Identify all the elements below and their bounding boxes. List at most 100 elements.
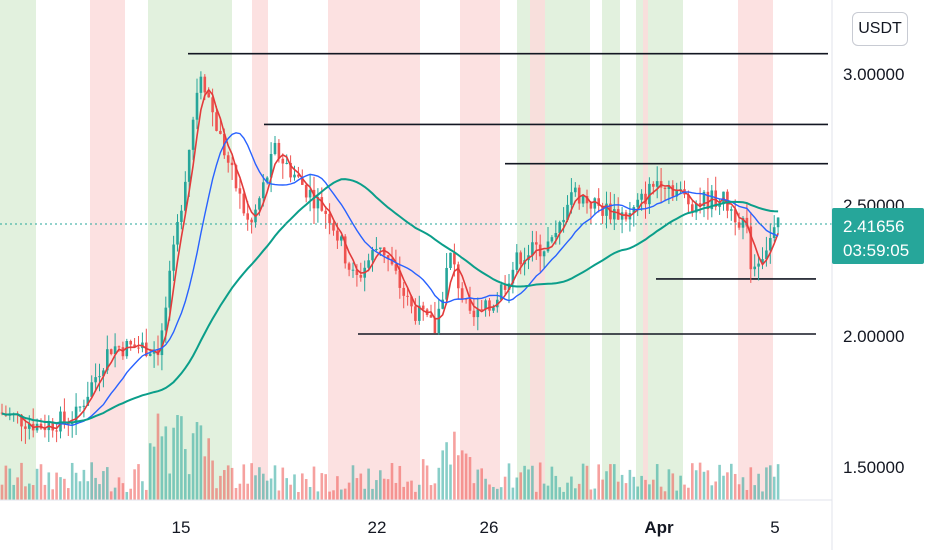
candle-body: [605, 203, 608, 216]
volume-bar: [605, 471, 608, 500]
candle-body: [86, 396, 90, 406]
ma-line-mid: [1, 132, 779, 427]
signal-zone: [602, 0, 620, 500]
volume-bar: [757, 473, 760, 500]
candle-body: [472, 310, 476, 318]
volume-bar: [765, 467, 768, 500]
volume-bar: [644, 479, 647, 500]
volume-bar: [242, 464, 246, 500]
volume-bar: [113, 487, 117, 500]
candle-body: [102, 370, 105, 377]
candle-body: [106, 349, 109, 371]
volume-bar: [312, 466, 316, 500]
candle-body: [421, 305, 425, 310]
volume-bar: [219, 475, 222, 500]
volume-bar: [199, 425, 203, 500]
price-axis[interactable]: 3.00000 2.50000 2.00000 1.50000: [843, 65, 904, 477]
volume-bar: [683, 484, 686, 500]
volume-bar: [761, 491, 764, 500]
volume-bar: [749, 467, 753, 500]
candle-body: [215, 112, 218, 131]
candle-body: [265, 177, 269, 183]
volume-bar: [663, 491, 667, 500]
candle-body: [55, 430, 58, 432]
price-badge-bg: [832, 208, 924, 264]
volume-bar: [640, 475, 643, 500]
x-tick-label: 15: [172, 518, 191, 537]
x-tick-label: 22: [368, 518, 387, 537]
candle-body: [706, 191, 710, 210]
candle-body: [776, 217, 780, 228]
volume-bar: [710, 485, 714, 500]
volume-bar: [546, 485, 550, 500]
candle-body: [234, 165, 238, 189]
candle-body: [554, 233, 558, 238]
candle-body: [195, 92, 199, 120]
volume-bar: [453, 431, 456, 500]
volume-bar: [745, 489, 749, 500]
countdown-label: 03:59:05: [843, 241, 909, 260]
volume-bar: [0, 484, 4, 500]
volume-bar: [636, 486, 639, 500]
volume-bar: [574, 488, 577, 500]
candle-body: [113, 346, 117, 355]
candle-body: [753, 266, 756, 270]
volume-bar: [503, 476, 507, 500]
candle-body: [749, 226, 753, 270]
volume-bar: [511, 487, 515, 500]
candle-body: [98, 376, 101, 378]
volume-bar: [694, 470, 698, 500]
time-axis[interactable]: 15 22 26 Apr 5: [172, 518, 780, 537]
volume-bar: [698, 462, 702, 500]
volume-bar: [238, 483, 242, 500]
candle-body: [289, 162, 292, 178]
candle-body: [109, 349, 113, 355]
volume-bar: [527, 469, 530, 500]
volume-bar: [195, 422, 199, 500]
candle-body: [184, 181, 187, 211]
volume-bar: [741, 477, 745, 500]
candle-body: [597, 198, 600, 206]
candle-body: [63, 411, 66, 422]
volume-bar: [531, 465, 534, 500]
x-tick-label: 5: [770, 518, 779, 537]
volume-bar: [488, 484, 491, 500]
volume-bar: [86, 481, 90, 500]
volume-bar: [620, 474, 624, 500]
volume-bar: [35, 468, 39, 500]
ma-line-slow: [1, 178, 779, 425]
volume-bar: [293, 474, 296, 500]
candle-body: [277, 142, 281, 159]
volume-bar: [371, 488, 374, 500]
candle-body: [632, 207, 636, 214]
volume-bar: [421, 459, 425, 500]
currency-button[interactable]: USDT: [852, 12, 908, 46]
candle-body: [148, 353, 152, 356]
volume-bar: [515, 477, 519, 500]
candle-body: [371, 250, 374, 261]
candle-body: [698, 203, 702, 206]
candle-body: [648, 183, 651, 205]
volume-bar: [507, 463, 511, 500]
volume-bar: [20, 462, 23, 500]
volume-bar: [215, 488, 218, 500]
volume-bar: [265, 480, 269, 500]
volume-bar: [480, 468, 483, 500]
candle-body: [772, 227, 776, 239]
candle-body: [367, 260, 370, 268]
candle-body: [718, 204, 721, 207]
candle-body: [24, 426, 27, 429]
volume-bar: [246, 483, 249, 500]
volume-bar: [336, 476, 339, 500]
y-tick-label: 2.00000: [843, 327, 904, 346]
volume-bar: [589, 489, 593, 500]
volume-bar: [254, 475, 257, 500]
candle-body: [246, 213, 249, 220]
volume-bar: [355, 478, 359, 500]
candle-body: [90, 382, 93, 397]
candle-body: [94, 377, 97, 383]
candle-body: [160, 330, 164, 356]
volume-bar: [562, 491, 565, 500]
candle-body: [515, 252, 519, 270]
